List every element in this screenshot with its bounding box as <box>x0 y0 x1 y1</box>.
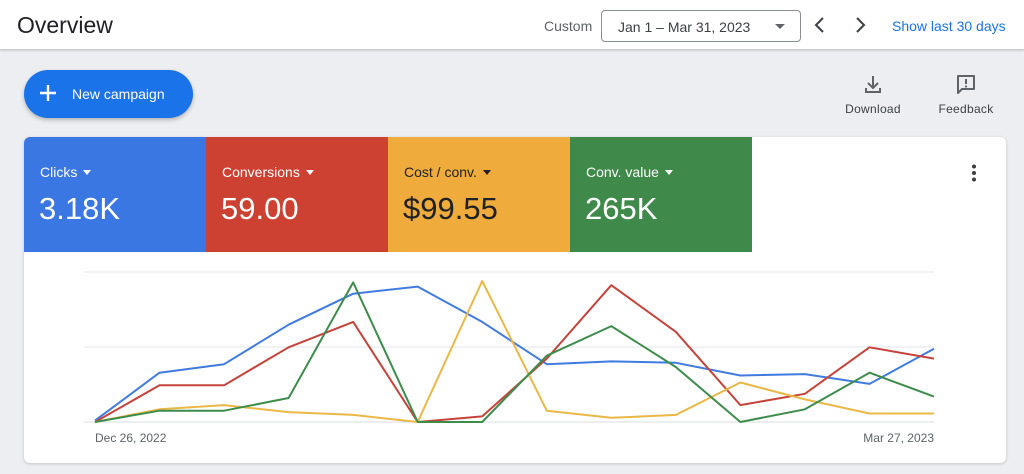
feedback-label: Feedback <box>938 102 994 116</box>
new-campaign-button[interactable]: New campaign <box>24 70 193 118</box>
dropdown-arrow-icon <box>482 170 491 175</box>
download-button[interactable]: Download <box>838 73 908 117</box>
top-bar: Overview Custom Jan 1 – Mar 31, 2023 Sho… <box>0 0 1024 50</box>
metric-clicks-label: Clicks <box>40 164 78 180</box>
dropdown-arrow-icon <box>305 170 314 175</box>
date-range-select[interactable]: Jan 1 – Mar 31, 2023 <box>601 10 801 42</box>
metric-conv-value[interactable]: Conv. value 265K <box>570 137 752 252</box>
metric-clicks-value: 3.18K <box>39 191 121 226</box>
metric-conversions[interactable]: Conversions 59.00 <box>206 137 388 252</box>
series-line-0[interactable] <box>94 285 935 422</box>
chevron-left-icon <box>814 17 824 33</box>
more-vert-icon <box>972 164 976 182</box>
dropdown-arrow-icon <box>664 170 673 175</box>
plus-icon <box>40 85 56 101</box>
chevron-down-icon <box>775 24 785 29</box>
metric-clicks[interactable]: Clicks 3.18K <box>24 137 206 252</box>
feedback-icon <box>957 75 975 94</box>
download-icon <box>865 76 881 93</box>
x-axis-start-label: Dec 26, 2022 <box>95 431 167 445</box>
performance-chart <box>84 271 935 423</box>
show-last-30-days-link[interactable]: Show last 30 days <box>892 18 1006 34</box>
performance-card: Clicks 3.18K Conversions 59.00 Cost / co… <box>24 137 1006 463</box>
download-label: Download <box>845 102 901 116</box>
date-range-value: Jan 1 – Mar 31, 2023 <box>618 19 751 35</box>
next-period-button[interactable] <box>848 13 872 37</box>
metric-conv-value-value: 265K <box>585 191 658 226</box>
dropdown-arrow-icon <box>83 170 92 175</box>
metric-cost-per-conv[interactable]: Cost / conv. $99.55 <box>388 137 570 252</box>
metric-cost-per-conv-label: Cost / conv. <box>404 164 477 180</box>
series-line-3[interactable] <box>94 281 935 423</box>
metric-conv-value-label: Conv. value <box>586 164 659 180</box>
series-line-2[interactable] <box>94 280 934 423</box>
page-title: Overview <box>17 12 113 38</box>
previous-period-button[interactable] <box>808 13 832 37</box>
x-axis-end-label: Mar 27, 2023 <box>863 431 934 445</box>
metric-cost-per-conv-value: $99.55 <box>403 191 498 226</box>
metric-conversions-value: 59.00 <box>221 191 299 226</box>
series-line-1[interactable] <box>94 284 935 423</box>
feedback-button[interactable]: Feedback <box>931 73 1001 117</box>
metric-conversions-label: Conversions <box>222 164 300 180</box>
new-campaign-label: New campaign <box>72 86 165 102</box>
chevron-right-icon <box>856 17 866 33</box>
custom-label: Custom <box>544 18 593 34</box>
more-options-button[interactable] <box>962 161 986 185</box>
